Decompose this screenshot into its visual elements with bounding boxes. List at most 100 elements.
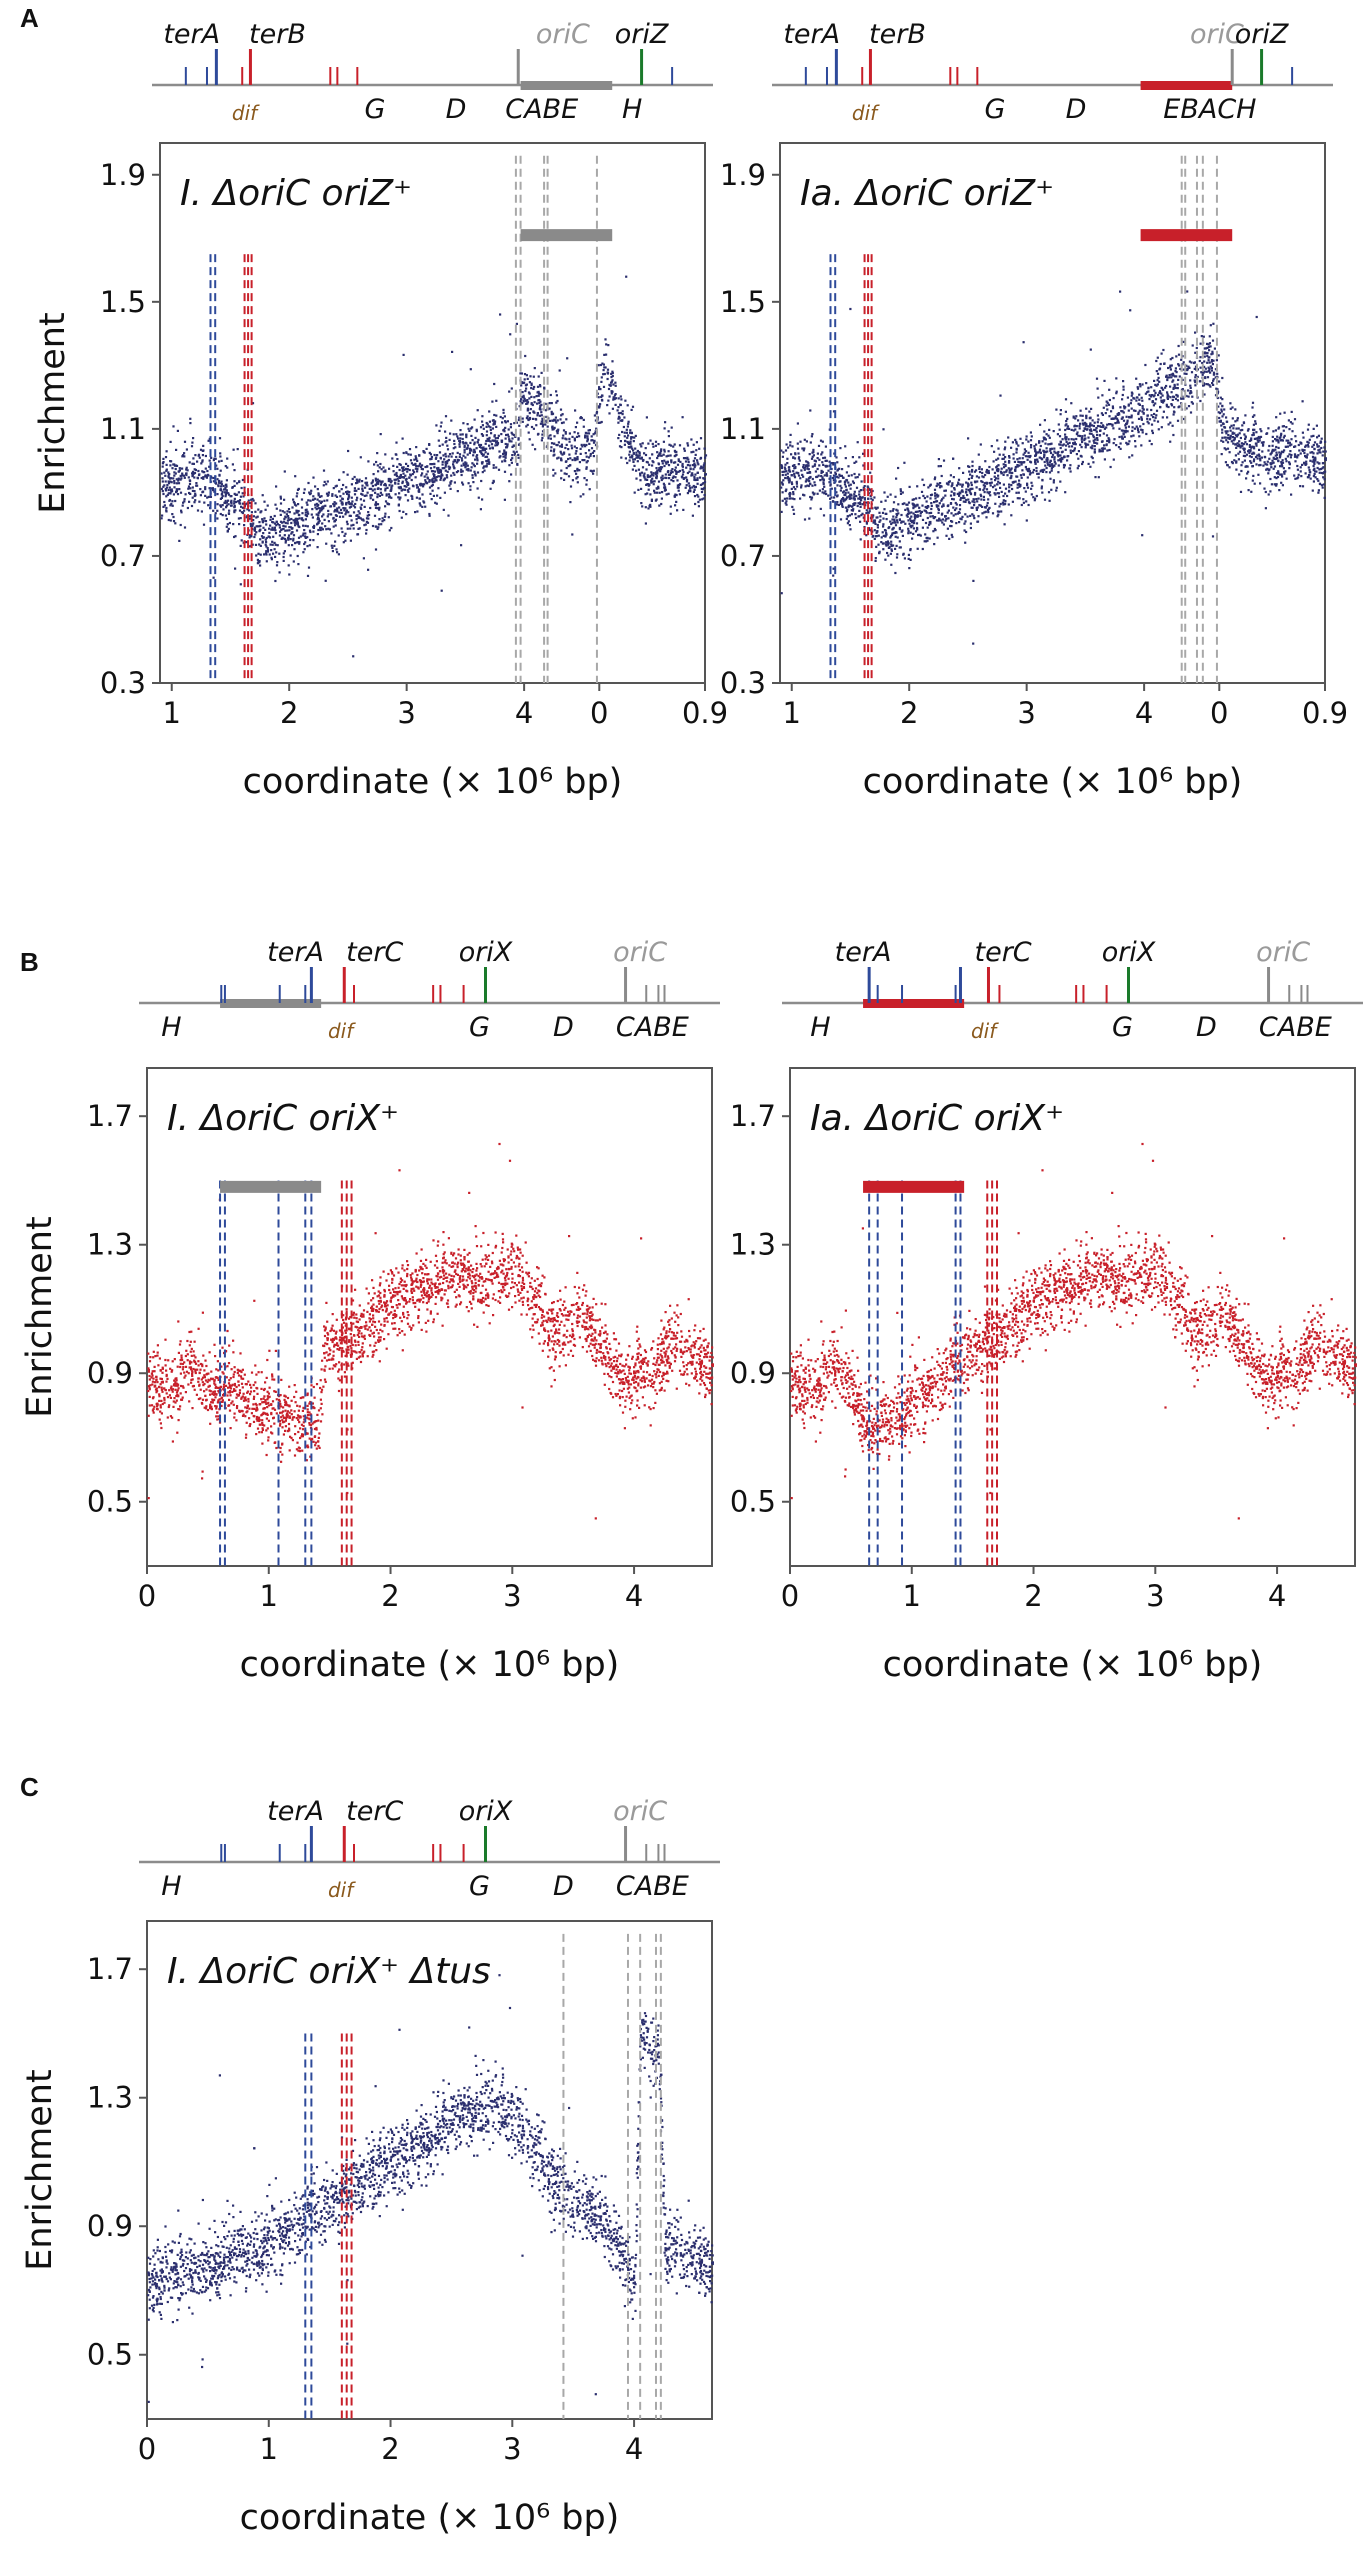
data-point — [553, 448, 555, 450]
data-point — [626, 437, 628, 439]
data-point — [508, 480, 510, 482]
data-point — [780, 450, 782, 452]
data-point — [1220, 424, 1222, 426]
data-point — [1225, 432, 1227, 434]
data-point — [170, 519, 172, 521]
data-point — [1201, 335, 1203, 337]
data-point — [489, 421, 491, 423]
data-point — [353, 511, 355, 513]
data-point — [705, 473, 707, 475]
data-point — [339, 495, 341, 497]
data-point — [1210, 365, 1212, 367]
data-point — [1245, 477, 1247, 479]
data-point — [852, 456, 854, 458]
data-point — [1151, 430, 1153, 432]
data-point — [981, 512, 983, 514]
data-point — [621, 431, 623, 433]
data-point — [678, 460, 680, 462]
data-point — [790, 434, 792, 436]
data-point — [1013, 453, 1015, 455]
data-point — [618, 412, 620, 414]
data-point — [592, 473, 594, 475]
data-point — [1252, 475, 1254, 477]
data-point — [183, 455, 185, 457]
data-point — [400, 464, 402, 466]
data-point — [697, 462, 699, 464]
data-point — [1305, 463, 1307, 465]
data-point — [841, 503, 843, 505]
data-point — [372, 499, 374, 501]
data-point — [1175, 398, 1177, 400]
data-point — [178, 540, 180, 542]
data-point — [1221, 432, 1223, 434]
data-point — [650, 482, 652, 484]
panel-letter-B: B — [20, 947, 39, 977]
data-point — [266, 560, 268, 562]
data-point — [1148, 398, 1150, 400]
data-point — [1321, 484, 1323, 486]
data-point — [1101, 412, 1103, 414]
data-point — [372, 525, 374, 527]
data-point — [187, 507, 189, 509]
data-point — [1213, 378, 1215, 380]
data-point — [962, 472, 964, 474]
data-point — [466, 448, 468, 450]
data-point — [907, 528, 909, 530]
data-point — [1313, 475, 1315, 477]
data-point — [309, 493, 311, 495]
data-point — [498, 450, 500, 452]
data-point — [1239, 432, 1241, 434]
data-point — [1281, 475, 1283, 477]
data-point — [477, 409, 479, 411]
data-point — [525, 384, 527, 386]
data-point — [574, 409, 576, 411]
data-point — [1049, 448, 1051, 450]
data-point — [685, 487, 687, 489]
data-point — [950, 520, 952, 522]
data-point — [487, 453, 489, 455]
data-point — [787, 447, 789, 449]
data-point — [510, 473, 512, 475]
data-point — [446, 462, 448, 464]
data-point — [1141, 418, 1143, 420]
data-point — [1030, 439, 1032, 441]
data-point — [267, 547, 269, 549]
data-point — [321, 515, 323, 517]
data-point — [667, 461, 669, 463]
data-point — [445, 466, 447, 468]
data-point — [1125, 442, 1127, 444]
x-tick-label: 2 — [280, 696, 298, 730]
data-point — [1301, 464, 1303, 466]
data-point — [361, 480, 363, 482]
data-point — [384, 488, 386, 490]
data-point — [288, 529, 290, 531]
data-point — [1069, 464, 1071, 466]
data-point — [1128, 456, 1130, 458]
data-point — [1323, 446, 1325, 448]
data-point — [207, 504, 209, 506]
data-point — [550, 438, 552, 440]
data-point — [902, 491, 904, 493]
data-point — [498, 435, 500, 437]
data-point — [811, 485, 813, 487]
data-point — [328, 513, 330, 515]
data-point — [225, 514, 227, 516]
data-point — [627, 434, 629, 436]
data-point — [529, 412, 531, 414]
data-point — [1053, 481, 1055, 483]
data-point — [698, 505, 700, 507]
data-point — [529, 393, 531, 395]
y-tick-label: 1.5 — [720, 285, 766, 319]
data-point — [1259, 437, 1261, 439]
data-point — [261, 518, 263, 520]
data-point — [668, 435, 670, 437]
data-point — [343, 471, 345, 473]
data-point — [803, 464, 805, 466]
data-point — [1050, 489, 1052, 491]
data-point — [444, 477, 446, 479]
data-point — [647, 507, 649, 509]
data-point — [1259, 428, 1261, 430]
data-point — [1149, 440, 1151, 442]
data-point — [965, 531, 967, 533]
data-point — [931, 494, 933, 496]
